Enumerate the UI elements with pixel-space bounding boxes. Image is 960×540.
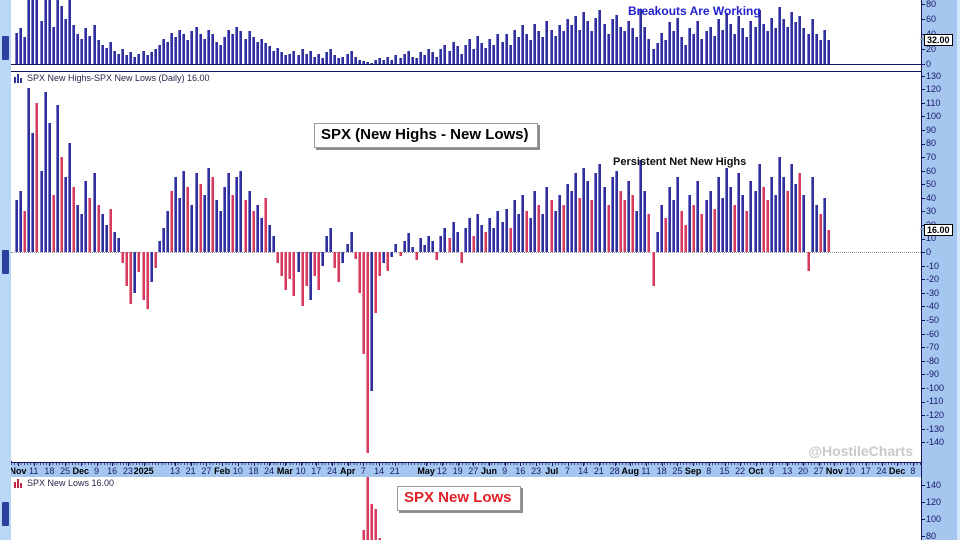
date-label: 24 [264,466,275,476]
date-label: 13 [169,466,181,476]
date-axis[interactable]: Nov 11 18 25 Dec 9 16 23 2025 13 21 27 Feb 10 18 24 Mar 1… [11,462,921,479]
date-label: 8 [706,466,712,476]
date-label: 10 [232,466,243,476]
date-label: 27 [468,466,479,476]
watermark: @HostileCharts [808,443,913,459]
left-pointer-icon: ◄ [918,226,925,234]
date-label: Dec [888,466,906,476]
last-value-badge-new-highs: ◄ 32.00 [918,34,953,46]
date-label: 10 [295,466,306,476]
zero-baseline [11,64,921,65]
net-new-highs-panel[interactable]: SPX New Highs-SPX New Lows (Daily) 16.00… [11,72,921,461]
new-lows-bars [11,477,921,540]
date-label: 23 [531,466,542,476]
date-label: Oct [748,466,764,476]
date-label: Apr [339,466,356,476]
date-label: Jun [480,466,498,476]
date-label: 11 [641,466,651,476]
date-label: 10 [845,466,856,476]
chart-title-box[interactable]: SPX (New Highs - New Lows) [314,123,538,148]
date-label: 12 [436,466,447,476]
date-label: 17 [860,466,871,476]
indicator-label-text: SPX New Highs-SPX New Lows (Daily) 16.00 [27,73,210,83]
date-label: 20 [797,466,809,476]
new-lows-panel[interactable]: SPX New Lows 16.00 SPX New Lows [11,477,921,540]
new-highs-panel[interactable]: Breakouts Are Working [11,0,921,72]
new-lows-title-box[interactable]: SPX New Lows [397,486,521,511]
zero-line [11,252,921,253]
date-label: 7 [564,466,571,476]
date-label: Mar [276,466,293,476]
date-label: 25 [60,466,71,476]
date-label: 27 [201,466,212,476]
date-label: 11 [29,466,39,476]
date-label: 15 [719,466,730,476]
indicator-label-net-highs[interactable]: SPX New Highs-SPX New Lows (Daily) 16.00 [14,73,210,83]
date-label: Jul [545,466,559,476]
date-label: 21 [389,466,400,476]
left-pointer-icon: ◄ [918,36,925,43]
indicator-label-new-lows[interactable]: SPX New Lows 16.00 [14,478,114,488]
indicator-label-text: SPX New Lows 16.00 [27,478,115,488]
date-label: 7 [360,466,366,476]
value-axis-column[interactable]: 806040200 130120110100908070605040302010… [918,0,960,540]
date-label: 2025 [133,466,154,476]
date-label: Sep [684,466,702,476]
panel-resize-handle[interactable] [2,36,9,60]
net-new-highs-bars [11,72,921,461]
date-label: 25 [672,466,683,476]
date-label: 14 [578,466,589,476]
chart-title-text: SPX (New Highs - New Lows) [321,126,529,143]
date-label: 9 [93,466,100,476]
panel-resize-handle[interactable] [2,250,9,274]
new-lows-title-text: SPX New Lows [404,489,512,506]
date-minor-ticks [11,463,921,465]
new-highs-bars [11,0,921,71]
date-label: 17 [311,466,322,476]
date-label: 22 [735,466,746,476]
date-label: 18 [44,466,55,476]
date-label: 24 [876,466,887,476]
date-label: 8 [910,466,916,476]
date-label: 24 [326,466,338,476]
annotation-persistent[interactable]: Persistent Net New Highs [613,156,747,168]
date-label: 18 [656,466,667,476]
date-label: May [417,466,435,476]
annotation-breakouts[interactable]: Breakouts Are Working [628,4,761,18]
date-label: 6 [769,466,775,476]
date-label: Feb [214,466,231,476]
date-label: Aug [621,466,640,476]
date-label: 21 [185,466,196,476]
date-label: 9 [502,466,508,476]
last-value-badge-net-highs: ◄ 16.00 [918,224,953,237]
date-label: 16 [515,466,526,476]
date-label: Nov [825,466,843,476]
date-label: 13 [782,466,793,476]
date-label: 19 [452,466,463,476]
date-label: Dec [72,466,90,476]
date-label: 16 [107,466,118,476]
date-label: 27 [813,466,824,476]
date-label: 14 [374,466,385,476]
mini-bar-chart-icon [14,478,24,488]
date-label: 23 [122,466,133,476]
right-window-border [957,0,960,540]
panel-resize-handle[interactable] [2,502,9,526]
date-label: 28 [609,466,620,476]
date-label: 18 [248,466,259,476]
date-label: Nov [11,466,27,476]
mini-bar-chart-icon [14,73,24,83]
date-label: 21 [593,466,604,476]
